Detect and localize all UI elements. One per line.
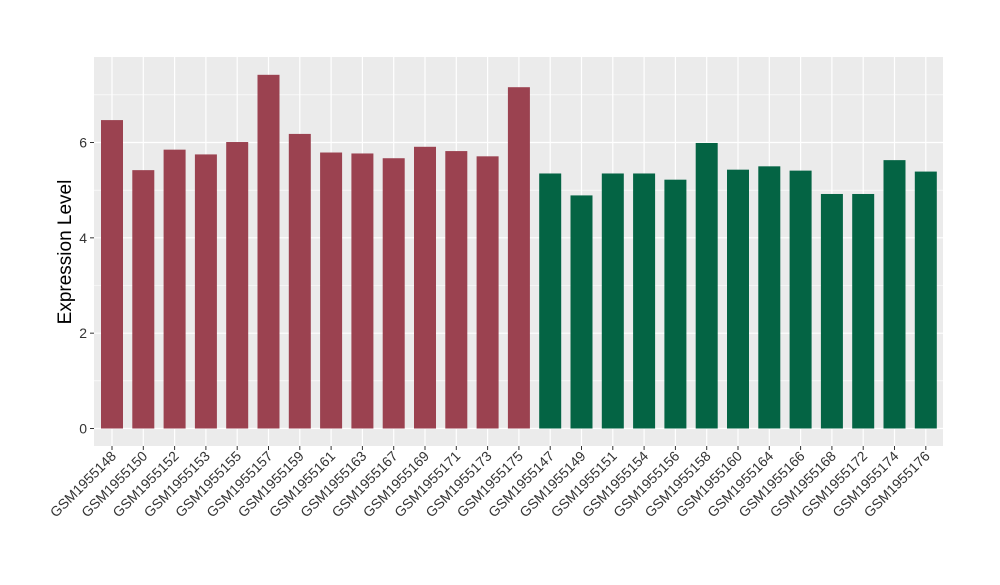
bar-GSM1955152: [163, 149, 186, 429]
bar-GSM1955154: [633, 173, 656, 429]
bar-GSM1955157: [257, 74, 280, 429]
bar-GSM1955161: [320, 152, 343, 429]
bar-GSM1955169: [414, 146, 436, 429]
bar-GSM1955155: [226, 142, 249, 429]
bars: [101, 74, 937, 429]
bar-GSM1955147: [539, 173, 562, 429]
bar-GSM1955174: [883, 160, 906, 429]
bar-GSM1955153: [194, 154, 217, 429]
x-axis: GSM1955148GSM1955150GSM1955152GSM1955153…: [47, 446, 933, 520]
bar-GSM1955149: [570, 195, 593, 429]
y-tick-label: 4: [79, 230, 87, 246]
bar-GSM1955172: [852, 193, 875, 429]
bar-GSM1955166: [789, 170, 812, 429]
y-tick-label: 2: [79, 325, 87, 341]
bar-GSM1955173: [476, 156, 499, 429]
bar-GSM1955163: [351, 153, 374, 429]
bar-GSM1955168: [820, 193, 843, 429]
y-tick-label: 6: [79, 135, 87, 151]
bar-GSM1955148: [101, 120, 123, 429]
bar-GSM1955156: [664, 179, 687, 429]
bar-GSM1955176: [914, 171, 937, 429]
bar-GSM1955171: [445, 151, 468, 429]
bar-GSM1955158: [695, 142, 718, 429]
bar-GSM1955160: [727, 169, 749, 429]
bar-GSM1955150: [132, 170, 155, 429]
bar-GSM1955164: [758, 166, 781, 429]
bar-GSM1955175: [507, 87, 530, 429]
y-tick-label: 0: [79, 421, 87, 437]
bar-GSM1955167: [382, 158, 405, 429]
y-axis: 0 2 4 6: [79, 135, 94, 437]
bar-GSM1955159: [288, 133, 311, 429]
y-axis-label: Expression Level: [55, 180, 76, 325]
bar-GSM1955151: [601, 173, 624, 429]
